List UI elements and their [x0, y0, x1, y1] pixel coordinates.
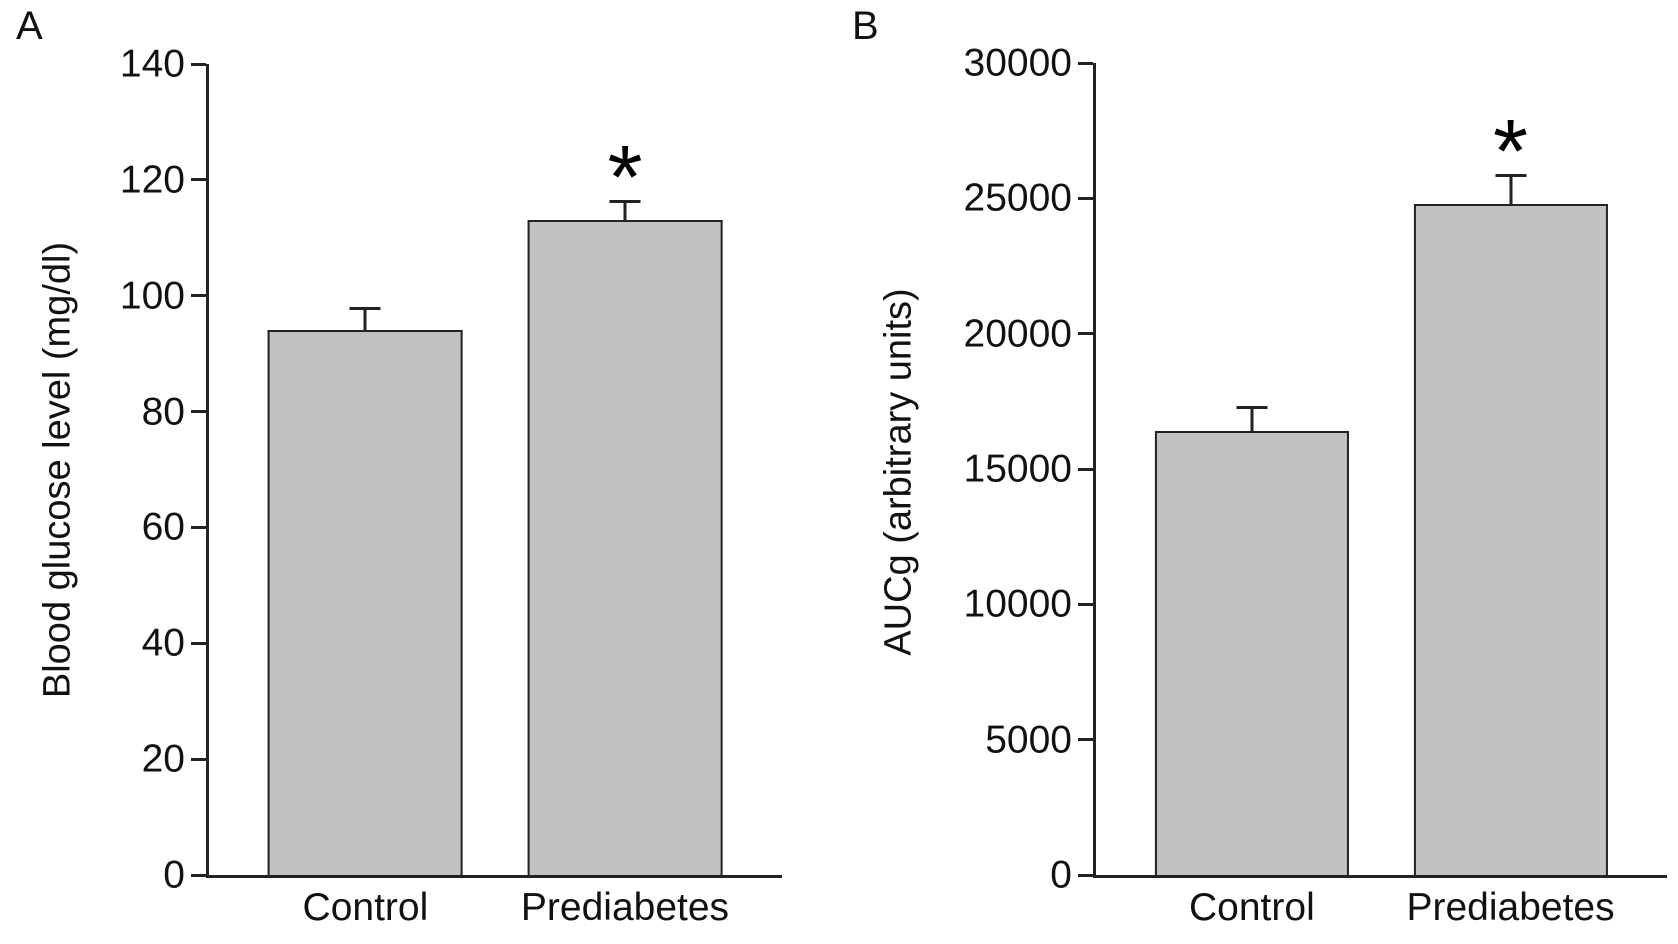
panel-b-plot-area: 0 5000 10000 15000 20000 25000 30000 Control * Pr… — [964, 44, 1667, 929]
error-bar-cap — [349, 307, 381, 311]
y-tick-label: 25000 — [963, 176, 1072, 220]
panel-a-plot-area: 0 20 40 60 80 100 120 140 Control * Prediabetes — [120, 45, 782, 929]
y-tick-label: 0 — [1050, 853, 1072, 897]
panel-a-y-axis-label: Blood glucose level (mg/dl) — [36, 241, 79, 699]
y-tick-label: 60 — [141, 505, 185, 549]
y-tick — [191, 62, 206, 66]
error-bar-cap — [1495, 173, 1527, 177]
x-category-label: Control — [1189, 886, 1315, 929]
y-tick — [1078, 873, 1093, 877]
y-tick — [1078, 196, 1093, 200]
bar-control — [1154, 431, 1349, 875]
significance-asterisk: * — [1493, 101, 1529, 202]
error-bar-cap — [1236, 406, 1268, 410]
y-tick — [191, 525, 206, 529]
y-tick-label: 20 — [141, 737, 185, 781]
y-tick — [191, 410, 206, 414]
y-tick — [191, 294, 206, 298]
error-bar-stem — [363, 310, 367, 331]
y-tick — [1078, 467, 1093, 471]
error-bar-stem — [623, 203, 627, 221]
y-tick — [191, 873, 206, 877]
bar-control — [268, 330, 463, 875]
y-tick — [191, 178, 206, 182]
panel-a-letter: A — [16, 4, 43, 48]
significance-asterisk: * — [607, 128, 643, 229]
x-category-label: Control — [302, 886, 429, 929]
panel-a: A Blood glucose level (mg/dl) 0 20 40 60 80 1… — [0, 0, 810, 944]
x-category-label: Prediabetes — [520, 886, 730, 929]
error-bar-stem — [1509, 176, 1513, 204]
panel-b: B AUCg (arbitrary units) 0 5000 10000 15000… — [810, 0, 1678, 944]
error-bar-cap — [609, 200, 641, 204]
y-tick-label: 30000 — [963, 41, 1072, 85]
y-tick — [191, 757, 206, 761]
error-bar-stem — [1250, 409, 1254, 432]
bar-prediabetes — [1413, 203, 1608, 875]
y-tick-label: 140 — [119, 42, 185, 86]
y-tick-label: 120 — [119, 158, 185, 202]
y-tick — [1078, 602, 1093, 606]
y-tick-label: 5000 — [985, 718, 1072, 762]
panel-b-y-axis-label: AUCg (arbitrary units) — [877, 288, 920, 656]
y-tick — [1078, 332, 1093, 336]
y-tick-label: 10000 — [963, 582, 1072, 626]
y-tick-label: 40 — [141, 621, 185, 665]
y-tick-label: 80 — [141, 390, 185, 434]
y-tick — [1078, 738, 1093, 742]
y-tick-label: 20000 — [963, 312, 1072, 356]
panel-b-letter: B — [852, 4, 879, 48]
bar-prediabetes — [527, 220, 723, 875]
y-tick-label: 0 — [163, 853, 185, 897]
y-tick-label: 100 — [119, 274, 185, 318]
y-tick — [191, 641, 206, 645]
y-tick-label: 15000 — [963, 447, 1072, 491]
x-category-label: Prediabetes — [1406, 886, 1615, 929]
y-tick — [1078, 61, 1093, 65]
